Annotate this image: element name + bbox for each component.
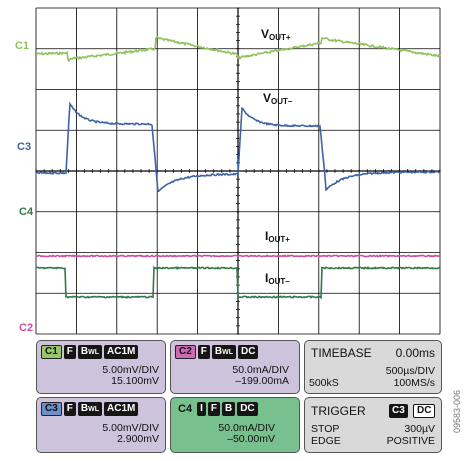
ch4-invert-badge: I bbox=[197, 402, 206, 416]
trace-c2-iout-plus bbox=[35, 254, 441, 258]
trigger-channel-badge: C3 bbox=[389, 404, 408, 418]
ch2-coupling-badge: DC bbox=[238, 345, 259, 359]
trigger-type: EDGE bbox=[311, 435, 341, 447]
timebase-record-length: 500kS bbox=[309, 377, 339, 389]
label-iout-minus: IOUT– bbox=[265, 271, 290, 286]
ch1-filter-badge: F bbox=[63, 345, 76, 359]
label-vout-minus: VOUT– bbox=[263, 91, 293, 106]
marker-c4: C4 bbox=[19, 206, 34, 218]
ch3-coupling-badge: AC1M bbox=[104, 402, 139, 416]
trigger-level: 300µV bbox=[404, 423, 435, 435]
ch2-bwl-badge: BWL bbox=[211, 345, 237, 359]
trigger-title: TRIGGER bbox=[311, 404, 366, 418]
ch2-filter-badge: F bbox=[197, 345, 210, 359]
ch3-filter-badge: F bbox=[63, 402, 76, 416]
trace-c1-vout-plus bbox=[35, 36, 441, 63]
panel-trigger[interactable]: TRIGGER C3 DC STOP 300µV EDGE POSITIVE bbox=[304, 397, 442, 453]
ch3-tag: C3 bbox=[41, 402, 62, 416]
trigger-slope: POSITIVE bbox=[386, 435, 435, 447]
panel-ch1[interactable]: C1 F BWL AC1M 5.00mV/DIV 15.100mV bbox=[36, 340, 166, 394]
label-iout-plus: IOUT+ bbox=[265, 229, 290, 244]
panel-ch3[interactable]: C3 F BWL AC1M 5.00mV/DIV 2.900mV bbox=[36, 397, 166, 453]
marker-c3: C3 bbox=[17, 141, 32, 153]
trace-c3-vout-minus bbox=[35, 101, 441, 193]
ch4-bw-badge: B bbox=[221, 402, 236, 416]
panel-ch4[interactable]: C4 I F B DC 50.0mA/DIV –50.00mV bbox=[170, 397, 300, 453]
timebase-scale: 500µs/DIV bbox=[385, 365, 435, 377]
marker-c1: C1 bbox=[15, 40, 30, 52]
ch2-scale: 50.0mA/DIV bbox=[232, 364, 289, 376]
ch3-bwl-badge: BWL bbox=[77, 402, 103, 416]
ch4-scale: 50.0mA/DIV bbox=[218, 422, 275, 434]
panel-timebase[interactable]: TIMEBASE 0.00ms 500µs/DIV 500kS 100MS/s bbox=[304, 340, 442, 394]
trigger-coupling-badge: DC bbox=[413, 404, 436, 418]
panel-ch2[interactable]: C2 F BWL DC 50.0mA/DIV –199.00mA bbox=[170, 340, 300, 394]
ch3-scale: 5.00mV/DIV bbox=[102, 422, 159, 434]
timebase-sample-rate: 100MS/s bbox=[393, 377, 435, 389]
ch4-tag: C4 bbox=[178, 403, 193, 415]
ch1-coupling-badge: AC1M bbox=[104, 345, 139, 359]
trigger-mode: STOP bbox=[311, 423, 340, 435]
ch3-offset: 2.900mV bbox=[116, 433, 159, 445]
ch1-tag: C1 bbox=[41, 345, 62, 359]
ch1-scale: 5.00mV/DIV bbox=[102, 364, 159, 376]
ch4-coupling-badge: DC bbox=[237, 402, 258, 416]
label-vout-plus: VOUT+ bbox=[261, 27, 291, 42]
marker-c2: C2 bbox=[19, 322, 34, 334]
oscilloscope-screen: VOUT+ VOUT– IOUT+ IOUT– bbox=[35, 7, 441, 335]
ch2-offset: –199.00mA bbox=[235, 375, 289, 387]
figure-id-watermark: 09583-006 bbox=[452, 389, 462, 433]
ch4-filter-badge: F bbox=[207, 402, 220, 416]
ch2-tag: C2 bbox=[175, 345, 196, 359]
ch4-offset: –50.00mV bbox=[227, 433, 275, 445]
trace-c4-iout-minus bbox=[35, 265, 441, 300]
timebase-delay: 0.00ms bbox=[395, 346, 435, 360]
ch1-offset: 15.100mV bbox=[111, 375, 159, 387]
ch1-bwl-badge: BWL bbox=[77, 345, 103, 359]
timebase-title: TIMEBASE bbox=[311, 346, 372, 360]
